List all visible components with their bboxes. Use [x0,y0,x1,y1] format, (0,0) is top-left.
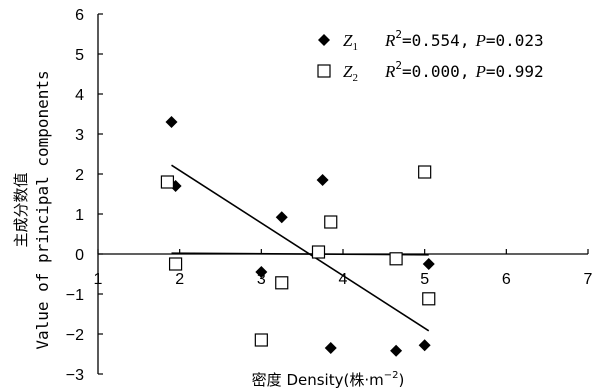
data-point-diamond [255,266,268,278]
legend-marker-square-icon [317,64,331,78]
y-tick-label: 6 [75,7,84,24]
legend-stat: R2=0.000, P=0.992 [384,59,544,81]
data-point-square [311,245,326,259]
x-tick-label: 7 [584,271,593,288]
x-tick-label: 4 [339,271,348,288]
data-point-square [254,333,268,347]
x-tick-label: 1 [94,271,103,288]
legend-series-name: Z2 [343,62,358,84]
data-point-square [418,165,432,179]
legend-series-name: Z1 [343,31,358,53]
data-point-square [422,292,436,306]
legend-marker-diamond-icon [318,34,330,46]
y-axis-title-cn: 主成分数值 [12,172,30,247]
data-points [160,116,436,357]
x-tick-labels: 1 2 3 4 5 6 7 [94,249,593,288]
trendline-series-1 [171,164,430,332]
data-point-diamond [418,339,431,352]
data-point-diamond [390,344,403,357]
y-tick-label: 3 [75,127,84,144]
legend-entry-z1: Z1 R2=0.554, P=0.023 [318,28,544,53]
y-tick-label: 5 [75,47,84,64]
data-point-square [168,257,183,271]
legend-stat: R2=0.554, P=0.023 [384,28,544,50]
x-axis-title: 密度 Density(株·m−2) [252,370,405,389]
data-point-diamond [324,342,337,354]
y-tick-label: −2 [66,327,84,344]
x-tick-label: 5 [420,271,429,288]
y-tick-label: 2 [75,167,84,184]
legend-entry-z2: Z2 R2=0.000, P=0.992 [317,59,544,84]
y-tick-label: 0 [75,247,84,264]
data-point-square [160,175,175,189]
x-tick-label: 3 [257,271,266,288]
data-point-square [389,252,403,266]
data-point-diamond [275,211,288,224]
y-tick-label: 1 [75,207,84,224]
legend: Z1 R2=0.554, P=0.023 Z2 R2=0.000, P=0.992 [317,28,544,84]
y-axis-title: 主成分数值 Value of principal components [12,70,52,349]
data-point-square [324,215,338,229]
y-axis-title-en: Value of principal components [33,70,52,349]
y-tick-label: −3 [66,367,84,384]
y-tick-label: −1 [66,287,84,304]
data-point-diamond [422,258,435,270]
data-point-diamond [165,116,178,128]
trendlines [171,164,430,332]
data-point-diamond [316,174,329,186]
data-point-square [275,276,289,290]
y-tick-label: 4 [75,87,84,104]
x-tick-label: 2 [175,271,184,288]
trendline-series-2 [171,252,429,256]
x-tick-label: 6 [502,271,511,288]
